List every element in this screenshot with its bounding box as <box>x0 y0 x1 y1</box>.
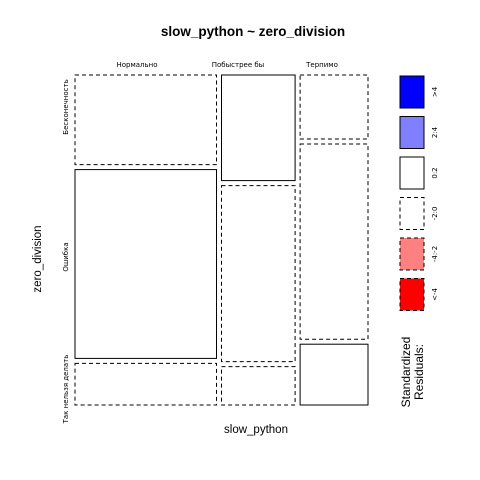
mosaic-cell <box>299 74 369 140</box>
legend-swatch <box>399 237 425 271</box>
mosaic-cell <box>74 362 217 406</box>
mosaic-cell <box>74 169 217 359</box>
mosaic-cell <box>221 74 296 182</box>
mosaic-cell <box>74 74 217 166</box>
legend-swatch <box>399 156 425 190</box>
legend-swatch <box>399 116 425 149</box>
legend: >4 2:4 0:2 -2:0 -4:-2 <-4 <box>399 75 439 311</box>
legend-title-line2: Residuals: <box>412 344 426 400</box>
y-category-label: Бесконечность <box>62 79 70 134</box>
x-axis-label: slow_python <box>224 424 288 436</box>
legend-swatch <box>399 278 425 311</box>
x-category-label: Побыстрее бы <box>212 61 264 69</box>
y-axis-label: zero_division <box>32 225 44 292</box>
mosaic-cell <box>299 143 369 340</box>
x-category-label: Нормально <box>116 61 157 69</box>
legend-swatch <box>399 75 425 109</box>
mosaic-cell <box>221 366 296 406</box>
legend-label: -2:0 <box>431 207 439 221</box>
legend-title-line1: Standardized <box>399 337 413 408</box>
legend-swatch <box>399 197 425 230</box>
mosaic-cell <box>299 343 369 406</box>
legend-label: 2:4 <box>431 126 439 138</box>
legend-label: -4:-2 <box>431 246 439 262</box>
y-category-label: Так нельзя делать <box>62 355 70 425</box>
chart-title: slow_python ~ zero_division <box>161 24 345 39</box>
mosaic-cells <box>74 74 369 406</box>
legend-label: 0:2 <box>431 167 439 178</box>
y-category-label: Ошибка <box>62 242 70 271</box>
legend-label: >4 <box>431 86 439 97</box>
x-category-label: Терпимо <box>305 61 338 69</box>
mosaic-cell <box>221 185 296 363</box>
legend-label: <-4 <box>431 288 439 301</box>
